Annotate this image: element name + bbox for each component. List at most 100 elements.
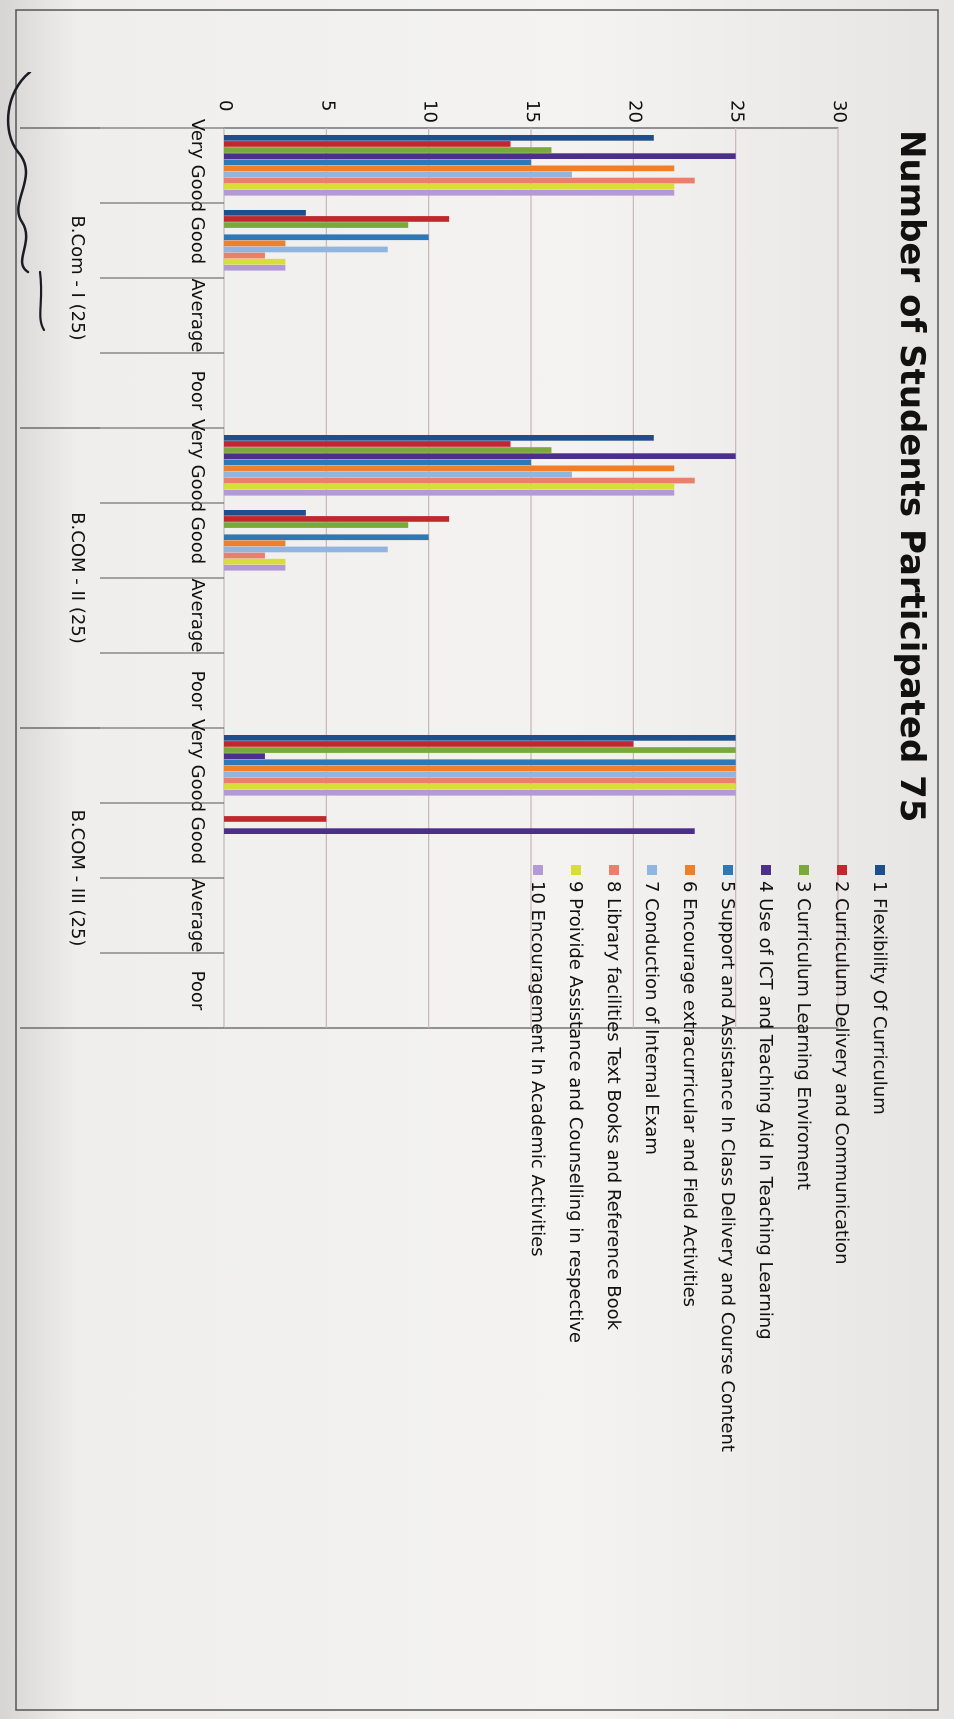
x-tick-label: 0: [215, 100, 236, 111]
bar: [224, 447, 552, 453]
bar: [224, 546, 388, 553]
x-tick-label: 25: [727, 100, 748, 123]
bar: [224, 435, 654, 441]
legend-swatch: [685, 865, 695, 875]
legend-item: 7 Conduction of Internal Exam: [628, 865, 662, 1665]
bar: [224, 789, 736, 796]
bar: [224, 522, 409, 528]
bar: [224, 441, 511, 447]
bar: [224, 552, 265, 559]
bar: [224, 477, 695, 484]
legend-swatch: [875, 865, 885, 875]
bar: [224, 252, 265, 259]
category-label: Very Good: [187, 119, 208, 212]
bar: [224, 558, 286, 565]
category-label: Good: [187, 217, 208, 264]
bar: [224, 747, 736, 753]
category-label: Poor: [187, 971, 208, 1011]
bar: [224, 216, 450, 222]
category-label: Poor: [187, 371, 208, 411]
bar: [224, 534, 429, 541]
bar: [224, 177, 695, 184]
bar: [224, 153, 736, 159]
category-label: Good: [187, 817, 208, 864]
bar: [224, 564, 286, 571]
legend-swatch: [761, 865, 771, 875]
legend-item: 2 Curriculum Delivery and Communication: [818, 865, 852, 1665]
bar: [224, 459, 531, 466]
x-tick-label: 30: [829, 100, 850, 123]
category-label: Average: [187, 879, 208, 953]
legend-label: 1 Flexibility Of Curriculum: [869, 881, 890, 1115]
bar: [224, 171, 572, 178]
bar: [224, 165, 675, 172]
bar: [224, 471, 572, 478]
legend-label: 6 Encourage extracurricular and Field Ac…: [679, 881, 700, 1308]
legend-swatch: [723, 865, 733, 875]
legend-label: 2 Curriculum Delivery and Communication: [831, 881, 852, 1265]
legend-swatch: [837, 865, 847, 875]
bar: [224, 210, 306, 216]
bar: [224, 735, 736, 741]
bar: [224, 234, 429, 241]
bar: [224, 240, 286, 247]
category-label: Average: [187, 579, 208, 653]
bar: [224, 759, 736, 766]
legend-label: 4 Use of ICT and Teaching Aid In Teachin…: [755, 881, 776, 1340]
bar: [224, 777, 736, 784]
category-label: Average: [187, 279, 208, 353]
bar: [224, 816, 327, 822]
legend-item: 3 Curriculum Learning Enviroment: [780, 865, 814, 1665]
legend-label: 8 Library facilities Text Books and Refe…: [603, 881, 624, 1331]
bar: [224, 141, 511, 147]
bar: [224, 510, 306, 516]
bar: [224, 189, 675, 196]
category-label: Good: [187, 517, 208, 564]
legend-item: 4 Use of ICT and Teaching Aid In Teachin…: [742, 865, 776, 1665]
legend-item: 6 Encourage extracurricular and Field Ac…: [666, 865, 700, 1665]
legend-item: 10 Encouragement In Academic Activities: [514, 865, 548, 1665]
group-label: B.COM - III (25): [67, 810, 88, 947]
bar: [224, 453, 736, 459]
handwritten-signature: [6, 72, 46, 332]
group-label: B.Com - I (25): [67, 215, 88, 340]
bar: [224, 264, 286, 271]
legend-swatch: [609, 865, 619, 875]
group-label: B.COM - II (25): [67, 512, 88, 644]
bar: [224, 483, 675, 490]
bar: [224, 489, 675, 496]
bar: [224, 159, 531, 166]
bar: [224, 783, 736, 790]
bar: [224, 222, 409, 228]
legend-label: 9 Proivide Assistance and Counselling in…: [565, 881, 586, 1344]
bar: [224, 765, 736, 772]
bar: [224, 183, 675, 190]
legend-item: 1 Flexibility Of Curriculum: [856, 865, 890, 1665]
legend-item: 9 Proivide Assistance and Counselling in…: [552, 865, 586, 1665]
bar: [224, 147, 552, 153]
bar: [224, 516, 450, 522]
bar: [224, 465, 675, 472]
bar: [224, 246, 388, 253]
bar: [224, 258, 286, 265]
bar: [224, 753, 265, 759]
legend-swatch: [647, 865, 657, 875]
bar: [224, 771, 736, 778]
legend-label: 10 Encouragement In Academic Activities: [527, 881, 548, 1257]
bar: [224, 135, 654, 141]
x-tick-label: 10: [420, 100, 441, 123]
x-tick-label: 15: [522, 100, 543, 123]
legend-item: 8 Library facilities Text Books and Refe…: [590, 865, 624, 1665]
legend: 1 Flexibility Of Curriculum 2 Curriculum …: [514, 865, 890, 1665]
chart-frame: [15, 9, 939, 1711]
chart-title: Number of Students Participated 75: [892, 130, 932, 823]
legend-label: 7 Conduction of Internal Exam: [641, 881, 662, 1155]
category-label: Very Good: [187, 719, 208, 812]
legend-label: 5 Support and Assistance In Class Delive…: [717, 881, 738, 1452]
legend-swatch: [533, 865, 543, 875]
legend-swatch: [799, 865, 809, 875]
x-tick-label: 20: [624, 100, 645, 123]
bar: [224, 540, 286, 547]
